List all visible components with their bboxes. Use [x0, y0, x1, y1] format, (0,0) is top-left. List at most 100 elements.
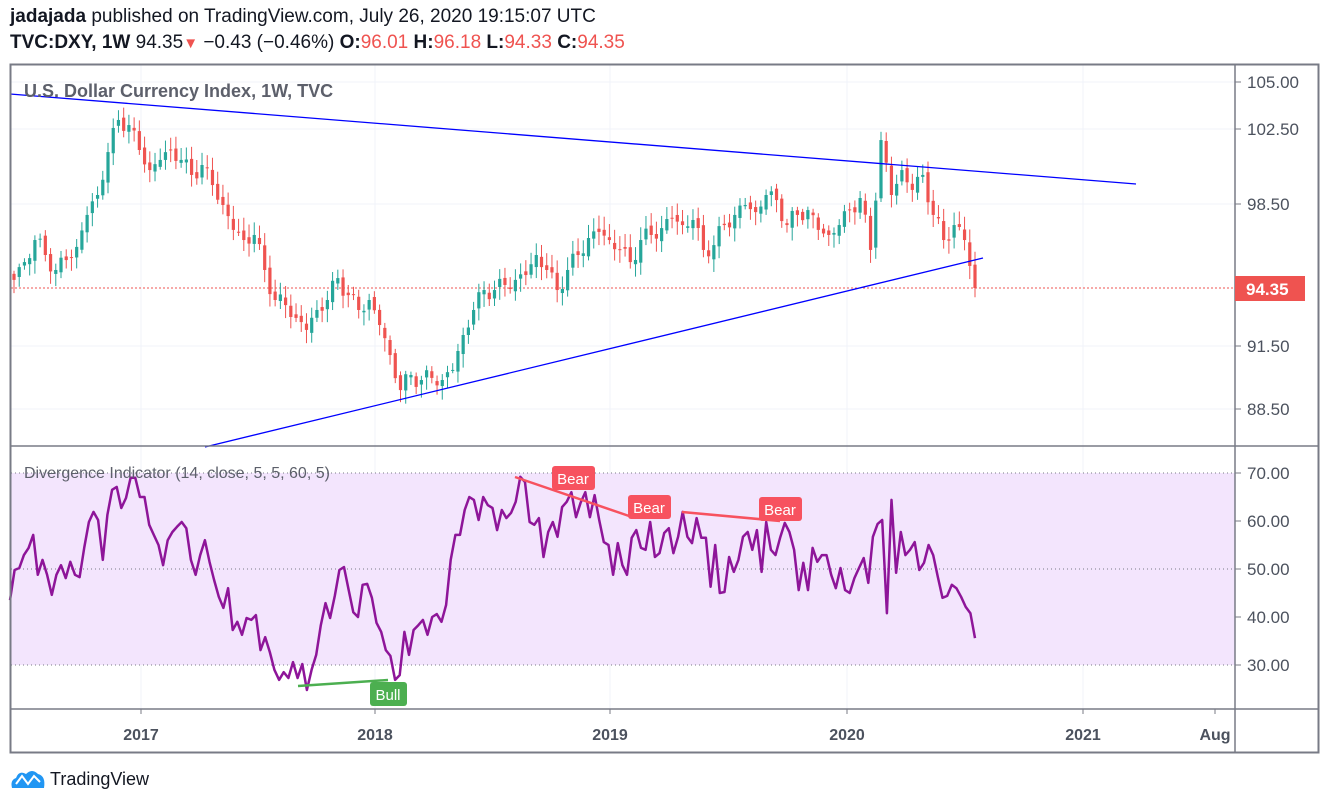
candle-body: [968, 242, 972, 266]
candle-body: [127, 125, 131, 132]
symbol-label: TVC:DXY, 1W: [10, 32, 131, 53]
candle-body: [435, 381, 439, 386]
bear-label: Bear: [628, 495, 671, 519]
indicator-tick-label: 50.00: [1247, 560, 1290, 579]
down-triangle-icon: ▼: [183, 35, 199, 52]
candle-body: [628, 247, 632, 263]
candle-body: [560, 289, 564, 294]
trendline-resistance[interactable]: [9, 93, 1137, 185]
candle-body: [492, 290, 497, 299]
candle-body: [80, 230, 84, 250]
candle-body: [607, 237, 612, 241]
candle-body: [884, 140, 888, 163]
candle-body: [973, 264, 977, 288]
candle-body: [388, 340, 392, 356]
candle-body: [75, 246, 79, 258]
candle-body: [686, 226, 690, 228]
candle-body: [142, 147, 147, 165]
indicator-tick-label: 30.00: [1247, 656, 1290, 675]
time-tick-label: 2020: [829, 727, 865, 744]
candle-body: [304, 323, 309, 330]
candle-body: [315, 309, 319, 318]
candle-body: [555, 272, 559, 291]
candle-body: [895, 183, 899, 196]
candle-body: [278, 294, 282, 301]
candle-body: [842, 211, 847, 227]
indicator-axis[interactable]: 70.00 60.00 50.00 40.00 30.00: [1235, 464, 1290, 675]
candle-body: [513, 279, 517, 292]
candle-body: [169, 149, 173, 151]
candle-body: [404, 374, 408, 391]
open-label: O:: [339, 32, 361, 53]
candle-body: [613, 242, 617, 250]
candle-body: [362, 310, 366, 313]
svg-text:Bear: Bear: [764, 502, 796, 519]
candle-body: [790, 210, 794, 228]
trendline-support[interactable]: [204, 257, 984, 448]
candle-body: [660, 228, 664, 242]
candle-body: [670, 217, 674, 219]
low-value: 94.33: [504, 32, 552, 53]
candle-body: [482, 290, 486, 295]
candle-body: [879, 140, 883, 199]
price-axis[interactable]: 105.00 102.50 98.50 91.50 88.50: [1235, 73, 1299, 419]
candle-body: [738, 205, 742, 218]
candle-body: [508, 287, 512, 289]
candle-body: [487, 292, 491, 300]
tradingview-logo[interactable]: TradingView: [10, 768, 149, 790]
candle-body: [806, 210, 810, 220]
candle-body: [816, 217, 820, 230]
candle-body: [22, 262, 27, 266]
ohlc-legend: TVC:DXY, 1W 94.35▼ −0.43 (−0.46%) O:96.0…: [10, 32, 625, 54]
candle-body: [310, 317, 314, 333]
time-tick-label: 2019: [592, 727, 628, 744]
last-price: 94.35: [135, 32, 184, 53]
candle-body: [59, 257, 63, 273]
candle-body: [748, 202, 753, 210]
candle-body: [545, 265, 549, 270]
candle-body: [48, 254, 53, 272]
candle-body: [707, 250, 711, 257]
candle-body: [503, 277, 507, 285]
time-tick-label: 2017: [123, 727, 159, 744]
candle-body: [179, 159, 183, 163]
candle-body: [644, 228, 648, 240]
candle-body: [769, 191, 773, 195]
candle-body: [868, 215, 873, 250]
price-tick-label: 91.50: [1247, 337, 1290, 356]
publish-text: published on TradingView.com, July 26, 2…: [91, 6, 596, 27]
candle-body: [477, 292, 481, 309]
candle-body: [90, 201, 94, 214]
time-axis[interactable]: 2017 2018 2019 2020 2021 Aug: [123, 709, 1231, 744]
candle-body: [962, 229, 967, 241]
candle-body: [848, 209, 852, 211]
candle-body: [445, 372, 450, 378]
chart-frame: [9, 63, 1320, 754]
candle-body: [832, 232, 836, 235]
candle-body: [247, 237, 251, 244]
candle-body: [827, 230, 831, 235]
brand-name: TradingView: [50, 768, 150, 789]
candle-body: [534, 255, 538, 268]
candle-body: [289, 305, 293, 317]
indicator-tick-label: 40.00: [1247, 608, 1290, 627]
candle-body: [101, 179, 105, 196]
candle-body: [586, 238, 591, 257]
candle-body: [524, 271, 528, 276]
candle-body: [466, 327, 470, 336]
candle-body: [581, 253, 585, 256]
candle-body: [821, 228, 826, 234]
indicator-title: Divergence Indicator (14, close, 5, 5, 6…: [24, 465, 330, 482]
candle-body: [649, 225, 653, 235]
candle-body: [294, 314, 298, 318]
candle-body: [947, 239, 951, 241]
candle-body: [519, 274, 523, 279]
candle-body: [372, 296, 376, 311]
bull-label: Bull: [370, 682, 407, 706]
candle-body: [931, 200, 935, 215]
candle-body: [539, 256, 544, 268]
candle-body: [900, 170, 904, 182]
author-name[interactable]: jadajada: [10, 6, 87, 27]
candle-body: [414, 376, 418, 387]
